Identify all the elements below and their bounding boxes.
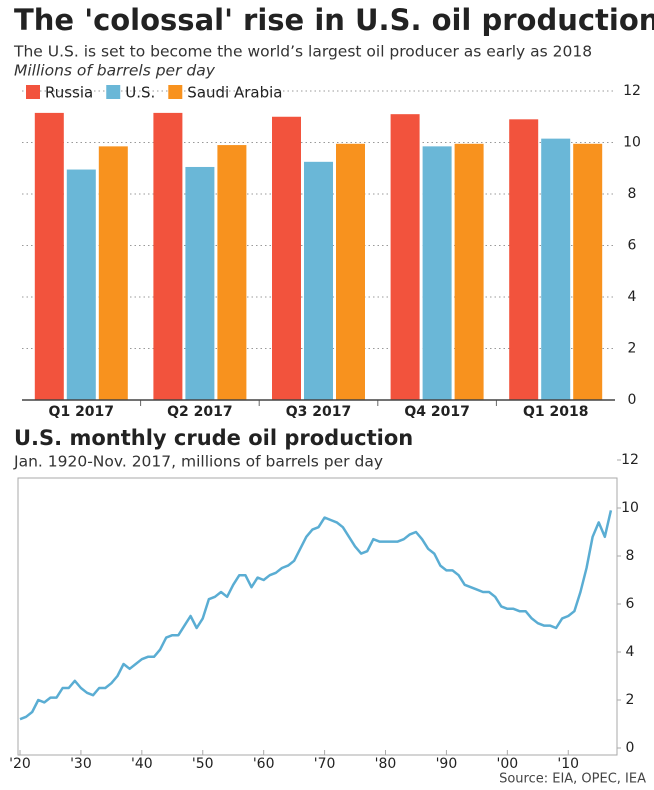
y-tick-label: 6 [628,238,637,254]
y-tick-label: 10 [621,500,639,516]
chart-title: The 'colossal' rise in U.S. oil producti… [14,3,654,37]
x-tick-label: '80 [375,756,397,772]
bar [573,143,603,400]
x-tick-label: '20 [9,756,31,772]
legend-label: Russia [45,84,93,102]
y-tick-label: 12 [623,83,641,99]
bar [304,161,333,400]
x-tick-label: '30 [70,756,92,772]
chart-subtitle: Jan. 1920-Nov. 2017, millions of barrels… [13,453,383,471]
x-tick-label: '60 [253,756,275,772]
y-axis-label: Millions of barrels per day [14,62,216,80]
x-tick-label: Q1 2017 [49,404,114,420]
y-tick-label: 4 [628,289,637,305]
legend-swatch [168,85,183,99]
source: Source: EIA, OPEC, IEA [499,772,646,787]
x-tick-label: '70 [314,756,336,772]
bar [98,146,128,400]
x-tick-label: Q3 2017 [286,404,351,420]
x-tick-label: Q1 2018 [523,404,588,420]
y-tick-label: 8 [628,186,637,202]
bar [217,145,247,400]
y-tick-label: 6 [626,596,635,612]
bar [153,112,183,400]
bar [336,143,365,400]
y-tick-label: 8 [626,548,635,564]
bar [390,114,420,401]
x-tick-label: '40 [131,756,153,772]
y-tick-label: 2 [626,692,635,708]
legend-swatch [26,85,40,99]
x-tick-label: Q2 2017 [167,404,232,420]
line [19,510,613,721]
bar [185,166,215,400]
plot-frame [17,477,618,756]
y-tick-label: 12 [621,452,639,468]
bar [541,138,571,400]
x-tick-label: '50 [192,756,214,772]
y-tick-label: 2 [628,341,637,357]
chart-subtitle: The U.S. is set to become the world’s la… [13,43,592,61]
bar [272,116,301,400]
y-tick-label: 10 [623,135,641,151]
bar [66,169,96,400]
bar [422,146,452,400]
legend-swatch [106,85,121,99]
x-tick-label: '90 [436,756,458,772]
x-tick-label: '10 [557,756,579,772]
x-tick-label: '00 [497,756,519,772]
legend-label: U.S. [125,84,155,102]
bar [34,112,64,400]
y-tick-label: 0 [626,740,635,756]
bar [454,143,484,400]
y-tick-label: 0 [628,392,637,408]
legend-label: Saudi Arabia [187,84,282,102]
x-tick-label: Q4 2017 [404,404,469,420]
y-tick-label: 4 [626,644,635,660]
bar [509,119,539,400]
chart-title: U.S. monthly crude oil production [14,426,413,450]
